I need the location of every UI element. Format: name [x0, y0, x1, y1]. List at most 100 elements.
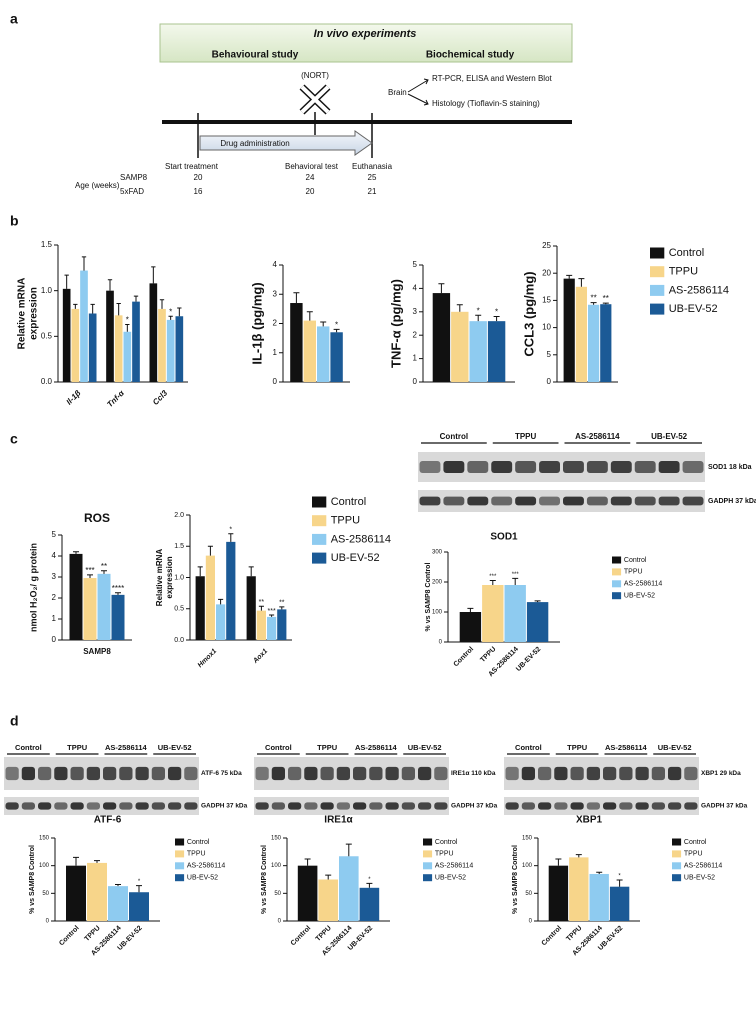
bar — [87, 862, 107, 921]
legend-swatch — [650, 266, 665, 278]
timeline-title: In vivo experiments — [314, 28, 417, 40]
blot-band — [168, 766, 182, 781]
y-tick-label: 1 — [273, 348, 278, 357]
band-label: GADPH 37 kDa — [708, 498, 756, 505]
blot-band — [684, 802, 698, 810]
legend-label: TPPU — [435, 851, 454, 858]
age-value: 21 — [368, 187, 377, 196]
blot-band — [418, 802, 432, 810]
lane-label: TPPU — [567, 743, 587, 752]
x-tick-label: UB-EV-52 — [515, 646, 542, 673]
bar — [129, 892, 149, 921]
blot-band — [271, 802, 285, 810]
error-bar — [456, 304, 463, 312]
legend-swatch — [312, 496, 327, 508]
band-label: SOD1 18 kDa — [708, 464, 752, 471]
blot-background — [254, 757, 449, 790]
error-bar — [590, 302, 597, 305]
blot-band — [320, 766, 334, 781]
blot-band — [255, 766, 269, 781]
y-tick-label: 3 — [273, 289, 278, 298]
x-tick-label: Tnf-α — [105, 388, 126, 409]
blot-band — [353, 766, 367, 781]
legend-label: AS-2586114 — [684, 863, 723, 870]
band-label: GADPH 37 kDa — [201, 803, 248, 810]
legend-swatch — [612, 556, 622, 564]
error-bar — [269, 614, 275, 617]
blot-band — [682, 461, 704, 473]
error-bar — [320, 321, 327, 327]
legend-label: AS-2586114 — [624, 581, 663, 588]
significance-label: * — [229, 527, 232, 534]
error-bar — [228, 533, 234, 542]
legend-label: Control — [435, 839, 458, 846]
blot-band — [184, 802, 198, 810]
x-tick-label: Control — [453, 646, 476, 669]
blot-band — [515, 461, 537, 473]
y-tick-label: 0.5 — [41, 331, 53, 340]
error-bar — [107, 279, 113, 291]
bar — [166, 319, 175, 382]
error-bar — [115, 883, 121, 887]
error-bar — [197, 566, 203, 577]
blot-band — [610, 496, 632, 506]
age-value: 25 — [368, 173, 377, 182]
blot-band — [38, 802, 52, 810]
error-bar — [467, 607, 474, 612]
blot-band — [603, 766, 617, 781]
legend-swatch — [423, 838, 433, 846]
blot-band — [54, 802, 68, 810]
bar — [469, 321, 487, 382]
bar — [88, 313, 97, 382]
blot-band — [505, 766, 519, 781]
legend-swatch — [672, 838, 682, 846]
blot-background — [4, 757, 199, 790]
bar — [432, 293, 451, 382]
error-bar — [87, 574, 93, 579]
y-tick-label: 150 — [271, 836, 282, 842]
legend-swatch — [312, 533, 327, 545]
error-bar — [116, 302, 121, 316]
y-tick-label: 0 — [273, 377, 278, 386]
tissue-label: Brain — [388, 88, 407, 97]
bar — [267, 616, 277, 640]
lane-label: TPPU — [67, 743, 87, 752]
legend-swatch — [175, 862, 185, 870]
blot-background — [418, 452, 705, 482]
lane-label: AS-2586114 — [355, 743, 398, 752]
significance-label: * — [126, 316, 129, 325]
error-bar — [345, 843, 352, 857]
blot-band — [668, 766, 682, 781]
significance-label: * — [138, 879, 141, 885]
y-tick-label: 1 — [413, 354, 418, 363]
legend-label: TPPU — [187, 851, 206, 858]
legend-swatch — [423, 874, 433, 882]
error-bar — [304, 858, 311, 866]
y-tick-label: 2 — [273, 319, 278, 328]
legend-swatch — [650, 303, 665, 315]
y-tick-label: 50 — [42, 891, 49, 897]
error-bar — [73, 551, 79, 554]
error-bar — [136, 885, 142, 893]
chart-title: IRE1α — [324, 815, 353, 826]
blot-band — [385, 766, 399, 781]
blot-band — [369, 766, 383, 781]
error-bar — [151, 266, 156, 284]
blot-band — [538, 802, 552, 810]
blot-band — [635, 802, 649, 810]
legend-label: UB-EV-52 — [624, 593, 655, 600]
error-bar — [555, 858, 562, 866]
blot-band — [586, 802, 600, 810]
significance-label: *** — [489, 574, 497, 580]
bar — [158, 308, 166, 382]
age-value: 24 — [306, 173, 315, 182]
blot-band — [103, 766, 117, 781]
legend-label: AS-2586114 — [435, 863, 474, 870]
lane-label: UB-EV-52 — [408, 743, 442, 752]
bar — [575, 286, 587, 382]
legend-label: Control — [669, 247, 704, 259]
analysis-label: Histology (Tioflavin-S staining) — [432, 99, 540, 108]
significance-label: **** — [112, 584, 124, 593]
legend-swatch — [672, 874, 682, 882]
y-tick-label: 2 — [413, 330, 418, 339]
